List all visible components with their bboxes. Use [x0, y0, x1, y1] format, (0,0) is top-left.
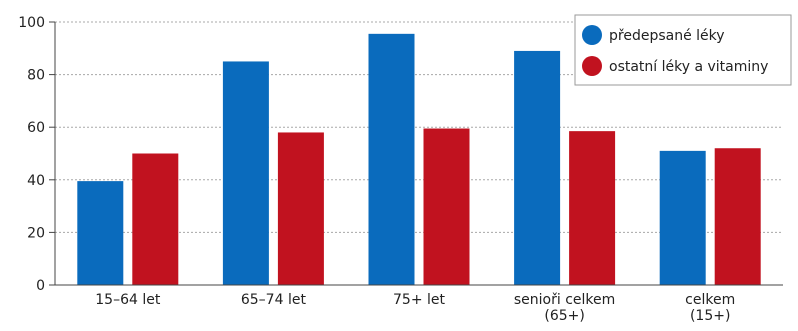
bar-ostatni-2	[423, 128, 470, 285]
bar-predepsane-3	[514, 50, 561, 286]
legend-box	[574, 14, 792, 86]
legend: předepsané léky ostatní léky a vitaminy	[574, 14, 792, 86]
bar-predepsane-4	[659, 150, 706, 285]
y-tick-label: 80	[27, 68, 45, 84]
bar-ostatni-3	[569, 131, 616, 285]
y-tick-label: 20	[27, 225, 45, 241]
x-category-label: 75+ let	[393, 292, 445, 308]
legend-label: ostatní léky a vitaminy	[609, 59, 768, 75]
legend-swatch	[582, 56, 602, 76]
x-category-label: 15–64 let	[95, 292, 161, 308]
bar-ostatni-4	[714, 148, 761, 285]
x-category-label: senioři celkem	[514, 292, 615, 308]
y-tick-label: 0	[36, 278, 45, 294]
bar-predepsane-1	[222, 61, 269, 286]
legend-label: předepsané léky	[609, 28, 725, 44]
bar-predepsane-0	[77, 181, 124, 285]
x-axis-categories: 15–64 let 65–74 let 75+ let senioři celkem(…	[95, 292, 735, 324]
y-axis-ticks: 0 20 40 60 80 100	[18, 15, 55, 294]
x-category-label: (15+)	[690, 308, 730, 324]
legend-swatch	[582, 25, 602, 45]
bars	[77, 33, 761, 286]
y-tick-label: 100	[18, 15, 45, 31]
y-tick-label: 40	[27, 173, 45, 189]
x-category-label: (65+)	[544, 308, 584, 324]
x-category-label: celkem	[685, 292, 735, 308]
y-tick-label: 60	[27, 120, 45, 136]
bar-ostatni-0	[132, 153, 179, 285]
bar-predepsane-2	[368, 33, 415, 286]
bar-ostatni-1	[277, 132, 324, 285]
x-category-label: 65–74 let	[241, 292, 307, 308]
